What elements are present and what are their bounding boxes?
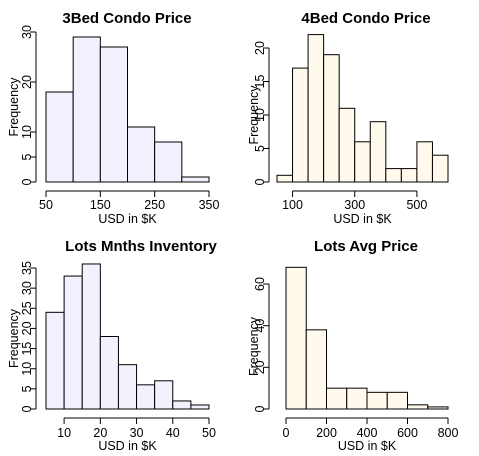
histogram-bar <box>307 34 325 183</box>
y-tick-label: 10 <box>20 362 34 376</box>
histogram-bar <box>323 54 340 183</box>
x-tick-label: 800 <box>438 426 459 440</box>
x-axis-label: USD in $K <box>98 212 157 226</box>
y-axis-label: Frequency <box>7 77 21 137</box>
x-tick-label: 150 <box>90 198 111 212</box>
histogram-bar <box>154 141 183 183</box>
y-axis-label: Frequency <box>247 85 261 145</box>
histogram-panel-4: Lots Avg Price 0 200 400 600 800 0 20 40 60 USD in… <box>247 238 458 453</box>
histogram-panel-1: 3Bed Condo Price 50 150 250 350 0 5 10 20 30 USD i… <box>7 10 219 226</box>
y-tick-label: 15 <box>253 75 267 89</box>
histogram-bar <box>285 266 307 410</box>
x-tick-label: 10 <box>57 426 71 440</box>
chart-title: Lots Mnths Inventory <box>65 238 217 255</box>
y-tick-label: 0 <box>20 178 34 185</box>
x-tick-label: 350 <box>199 198 220 212</box>
y-tick-label: 20 <box>253 41 267 55</box>
x-axis-label: USD in $K <box>333 212 392 226</box>
histogram-bar <box>99 335 119 410</box>
x-tick-label: 0 <box>283 426 290 440</box>
x-axis-label: USD in $K <box>98 439 157 453</box>
histogram-bar <box>181 176 210 183</box>
histogram-bar <box>385 168 402 183</box>
y-tick-label: 30 <box>20 25 34 39</box>
y-tick-label: 20 <box>20 321 34 335</box>
histogram-bar <box>63 275 83 410</box>
histogram-bar <box>45 311 65 410</box>
y-axis-label: Frequency <box>7 308 21 368</box>
y-tick-label: 30 <box>20 281 34 295</box>
chart-title: 3Bed Condo Price <box>62 10 191 27</box>
x-tick-label: 20 <box>93 426 107 440</box>
histogram-bar <box>45 91 74 183</box>
histogram-bar <box>72 36 101 183</box>
histogram-bar <box>407 404 429 410</box>
histogram-bar <box>276 174 294 183</box>
x-tick-label: 30 <box>130 426 144 440</box>
y-tick-label: 10 <box>253 108 267 122</box>
y-tick-label: 40 <box>253 319 267 333</box>
chart-title: 4Bed Condo Price <box>301 10 430 27</box>
y-tick-label: 15 <box>20 342 34 356</box>
y-tick-label: 0 <box>253 405 267 412</box>
x-tick-label: 200 <box>316 426 337 440</box>
x-tick-label: 600 <box>397 426 418 440</box>
histogram-bar <box>117 364 138 410</box>
y-tick-label: 25 <box>20 301 34 315</box>
y-tick-label: 5 <box>20 385 34 392</box>
histogram-bar <box>190 404 210 410</box>
histogram-bar <box>338 107 356 183</box>
x-tick-label: 500 <box>406 198 427 212</box>
y-tick-label: 20 <box>20 75 34 89</box>
histogram-bar <box>431 154 449 183</box>
y-tick-label: 5 <box>253 145 267 152</box>
histogram-bar <box>366 391 388 410</box>
histogram-bar <box>326 387 348 410</box>
histogram-bar <box>81 263 101 410</box>
y-tick-label: 0 <box>20 405 34 412</box>
histogram-bar <box>127 126 156 183</box>
histogram-bar <box>386 391 408 410</box>
chart-title: Lots Avg Price <box>314 238 418 255</box>
x-tick-label: 50 <box>202 426 216 440</box>
y-tick-label: 10 <box>20 125 34 139</box>
x-axis-label: USD in $K <box>338 439 397 453</box>
x-tick-label: 40 <box>166 426 180 440</box>
x-tick-label: 50 <box>39 198 53 212</box>
histogram-bar <box>172 400 192 410</box>
histogram-bar <box>305 329 327 410</box>
histogram-bar <box>346 387 368 410</box>
histogram-bar <box>369 121 387 183</box>
histogram-bar <box>292 67 309 183</box>
y-tick-label: 60 <box>253 277 267 291</box>
y-tick-label: 20 <box>253 360 267 374</box>
y-tick-label: 0 <box>253 178 267 185</box>
histogram-bar <box>99 46 129 183</box>
histogram-bar <box>354 141 371 183</box>
histogram-bar <box>427 406 449 410</box>
y-tick-label: 35 <box>20 261 34 275</box>
x-tick-label: 100 <box>282 198 303 212</box>
histogram-panel-2: 4Bed Condo Price 100 300 500 0 5 10 15 20 USD in … <box>247 10 449 226</box>
histogram-bar <box>154 380 174 410</box>
histogram-bar <box>416 141 433 183</box>
x-tick-label: 300 <box>344 198 365 212</box>
histogram-bar <box>136 384 156 410</box>
x-tick-label: 400 <box>357 426 378 440</box>
y-tick-label: 5 <box>20 153 34 160</box>
y-axis-label: Frequency <box>247 316 261 376</box>
histogram-panel-3: Lots Mnths Inventory 10 20 30 40 50 0 5 10 15 20 25… <box>7 238 217 453</box>
histogram-bar <box>400 168 418 183</box>
x-tick-label: 250 <box>144 198 165 212</box>
